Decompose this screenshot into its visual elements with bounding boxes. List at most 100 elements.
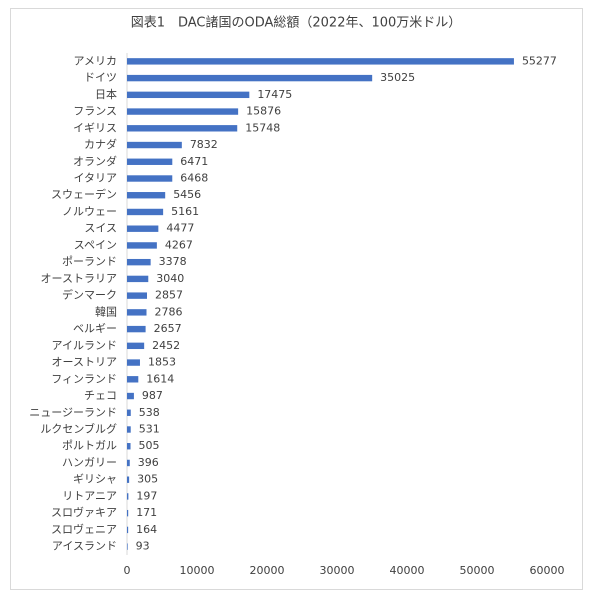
y-tick-label: アイスランド <box>52 540 117 553</box>
y-tick-label: スロヴェニア <box>51 522 117 536</box>
bar <box>127 543 128 550</box>
x-tick-label: 10000 <box>180 564 215 577</box>
value-label: 6468 <box>180 172 208 185</box>
bar <box>127 359 140 366</box>
value-label: 1614 <box>146 372 174 385</box>
y-tick-label: 韓国 <box>95 305 117 318</box>
bar <box>127 108 239 115</box>
y-tick-label: ハンガリー <box>62 456 117 469</box>
y-tick-label: アイルランド <box>52 339 117 352</box>
x-tick-label: 30000 <box>320 564 355 577</box>
bar <box>127 476 130 483</box>
value-label: 4477 <box>166 222 194 235</box>
y-tick-label: ギリシャ <box>73 473 117 486</box>
y-tick-label: オランダ <box>73 154 117 168</box>
value-label: 2657 <box>154 322 182 335</box>
value-label: 93 <box>136 540 150 553</box>
value-label: 5456 <box>173 188 201 201</box>
value-label: 305 <box>137 473 158 486</box>
y-tick-label: アメリカ <box>74 54 117 67</box>
value-label: 531 <box>139 423 160 436</box>
chart-border <box>10 8 583 590</box>
bar <box>127 392 134 400</box>
y-tick-label: ポーランド <box>62 255 117 268</box>
value-label: 1853 <box>148 356 176 369</box>
bar <box>127 74 373 82</box>
value-label: 3378 <box>159 255 187 268</box>
bar <box>127 192 166 199</box>
y-tick-label: ルクセンブルグ <box>40 422 117 436</box>
value-label: 55277 <box>522 54 557 67</box>
x-tick-label: 20000 <box>250 564 285 577</box>
y-tick-label: オーストラリア <box>41 272 117 285</box>
y-tick-label: ドイツ <box>84 71 117 84</box>
y-tick-label: フランス <box>73 105 117 118</box>
bar <box>127 175 173 182</box>
value-label: 7832 <box>190 138 218 151</box>
y-tick-label: ニュージーランド <box>29 406 117 419</box>
bar <box>127 325 146 333</box>
value-label: 17475 <box>257 88 292 101</box>
value-label: 15876 <box>246 105 281 118</box>
y-tick-label: イギリス <box>73 121 117 134</box>
value-label: 197 <box>136 489 157 502</box>
x-tick-label: 0 <box>124 564 131 577</box>
value-label: 2452 <box>152 339 180 352</box>
bar <box>127 125 238 132</box>
bar <box>127 158 173 165</box>
value-label: 35025 <box>380 71 415 84</box>
bar <box>127 58 514 65</box>
bar <box>127 426 131 433</box>
value-label: 505 <box>139 439 160 452</box>
y-tick-label: スペイン <box>74 238 117 251</box>
x-tick-label: 40000 <box>390 564 425 577</box>
value-label: 4267 <box>165 238 193 251</box>
y-tick-label: スイス <box>84 222 117 235</box>
value-label: 6471 <box>180 155 208 168</box>
value-label: 538 <box>139 406 160 419</box>
bar <box>127 242 157 249</box>
y-tick-label: フィンランド <box>51 372 117 385</box>
bar <box>127 225 159 232</box>
y-tick-label: スロヴァキア <box>51 505 117 519</box>
value-label: 171 <box>136 506 157 519</box>
bar <box>127 509 129 517</box>
x-tick-label: 60000 <box>530 564 565 577</box>
value-label: 987 <box>142 389 163 402</box>
chart-title: 図表1 DAC諸国のODA総額（2022年、100万米ドル） <box>131 15 462 31</box>
bar <box>127 141 182 149</box>
value-label: 2786 <box>155 305 183 318</box>
bar <box>127 309 147 316</box>
bar <box>127 493 129 500</box>
y-tick-label: デンマーク <box>62 288 117 302</box>
bar <box>127 459 130 467</box>
value-label: 5161 <box>171 205 199 218</box>
value-label: 15748 <box>245 121 280 134</box>
y-tick-label: イタリア <box>73 172 117 185</box>
x-tick-label: 50000 <box>460 564 495 577</box>
y-tick-label: オーストリア <box>52 356 117 369</box>
bar <box>127 275 149 283</box>
value-label: 164 <box>136 523 157 536</box>
bar <box>127 342 145 350</box>
y-tick-label: カナダ <box>84 137 117 151</box>
bar <box>127 208 164 216</box>
y-tick-label: チェコ <box>84 389 117 402</box>
y-tick-label: ベルギー <box>73 322 117 335</box>
value-label: 396 <box>138 456 159 469</box>
value-label: 2857 <box>155 289 183 302</box>
y-tick-label: ノルウェー <box>62 205 117 218</box>
bar <box>127 443 131 450</box>
bar <box>127 258 151 266</box>
bar <box>127 526 129 534</box>
value-label: 3040 <box>156 272 184 285</box>
bar <box>127 91 250 99</box>
y-tick-label: スウェーデン <box>51 187 117 201</box>
y-tick-label: リトアニア <box>62 489 117 502</box>
bar <box>127 292 147 299</box>
bar <box>127 376 139 383</box>
bar <box>127 409 131 416</box>
y-tick-label: ポルトガル <box>62 439 117 452</box>
